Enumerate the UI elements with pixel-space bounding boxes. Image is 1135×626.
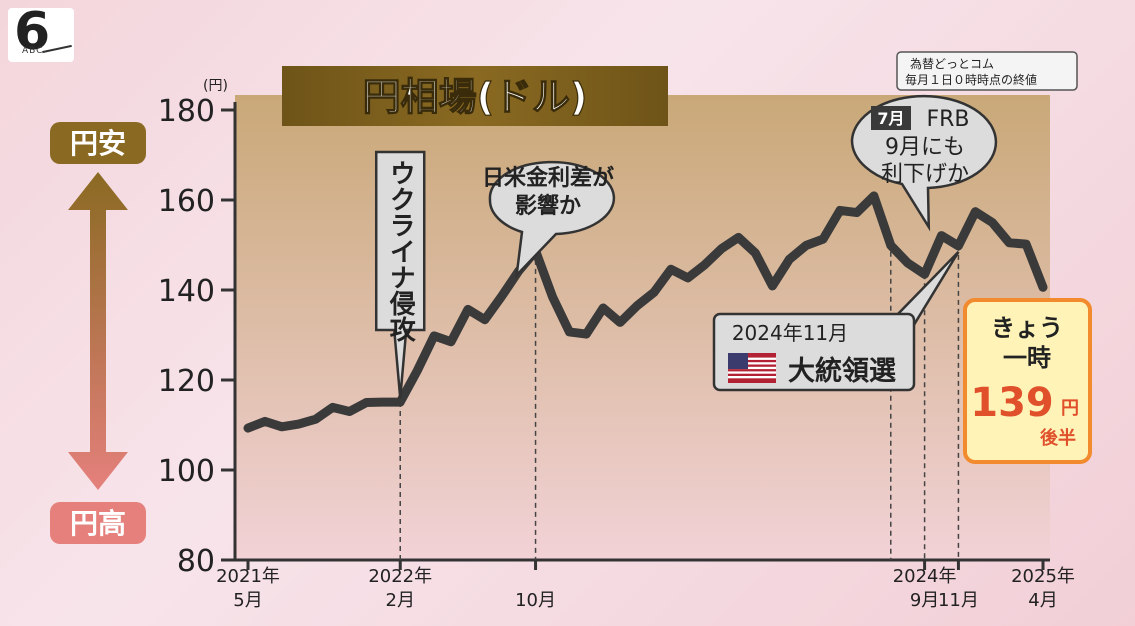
ukraine-label: ウクライナ侵攻: [385, 160, 416, 343]
election-date: 2024年11月: [732, 321, 848, 345]
rate-gap-bubble: [488, 160, 616, 279]
frb-line-3: 利下げか: [881, 162, 969, 187]
x-tick-label: 2022年: [368, 566, 432, 587]
today-suffix: 後半: [1040, 427, 1076, 449]
x-tick-label: 4月: [1028, 590, 1057, 611]
source-note-box: [896, 51, 1078, 91]
y-tick-label: 80: [177, 544, 215, 579]
today-unit: 円: [1061, 398, 1079, 419]
x-tick-label: 2025年: [1011, 566, 1075, 587]
source-note-line-1: 為替どっとコム: [910, 57, 994, 71]
y-tick-label: 100: [158, 454, 215, 489]
annotation-ukraine: ウクライナ侵攻: [374, 150, 426, 399]
x-tick-label: 2021年: [216, 566, 280, 587]
annotation-rate-gap: 日米金利差が 影響か: [482, 160, 616, 279]
source-note-line-2: 毎月１日０時時点の終値: [905, 72, 1037, 87]
logo-sub: ABC: [22, 46, 44, 56]
guide-lines: [399, 242, 960, 560]
frb-month-label: 7月: [877, 109, 904, 128]
election-label: 大統領選: [788, 355, 896, 387]
y-tick-label: 160: [158, 184, 215, 219]
ukraine-label-box: [374, 150, 426, 399]
today-line-2: 一時: [1003, 344, 1051, 372]
yen-weak-badge: [50, 122, 146, 164]
us-flag-icon: [728, 353, 776, 383]
y-axis-unit: (円): [203, 78, 228, 94]
x-tick-label: 11月: [938, 590, 979, 611]
x-tick-label: 2月: [386, 590, 415, 611]
annotation-election: 2024年11月 大統領選: [712, 251, 960, 392]
today-callout-box: [963, 298, 1092, 464]
series-line: [243, 191, 1048, 433]
y-tick-label: 180: [158, 94, 215, 129]
y-tick-label: 120: [158, 364, 215, 399]
today-line-1: きょう: [991, 314, 1063, 342]
station-logo: 6 ABC: [8, 2, 74, 62]
title-band: [282, 66, 668, 126]
direction-arrow: [68, 172, 128, 490]
rate-gap-line-2: 影響か: [515, 193, 581, 219]
frb-line-1: FRB: [926, 107, 969, 132]
frb-line-2: 9月にも: [885, 135, 965, 160]
yen-strong-label: 円高: [70, 507, 126, 540]
y-tick-label: 140: [158, 274, 215, 309]
today-callout: きょう 一時 139 円 後半: [963, 298, 1092, 464]
y-axis: 80 100 120 140 160 180: [158, 94, 1050, 579]
frb-month-badge: [871, 106, 911, 130]
chart-title: 円相場(ドル): [363, 75, 588, 119]
yen-weak-label: 円安: [70, 127, 126, 160]
yen-strong-badge: [50, 502, 146, 544]
x-tick-label: 2024年: [893, 566, 957, 587]
x-tick-label: 5月: [233, 590, 262, 611]
x-tick-label: 10月: [515, 590, 556, 611]
x-tick-label: 9月: [910, 590, 939, 611]
rate-gap-line-1: 日米金利差が: [482, 165, 614, 191]
today-value: 139: [970, 380, 1054, 426]
annotation-frb: 7月 FRB 9月にも 利下げか: [850, 94, 998, 232]
